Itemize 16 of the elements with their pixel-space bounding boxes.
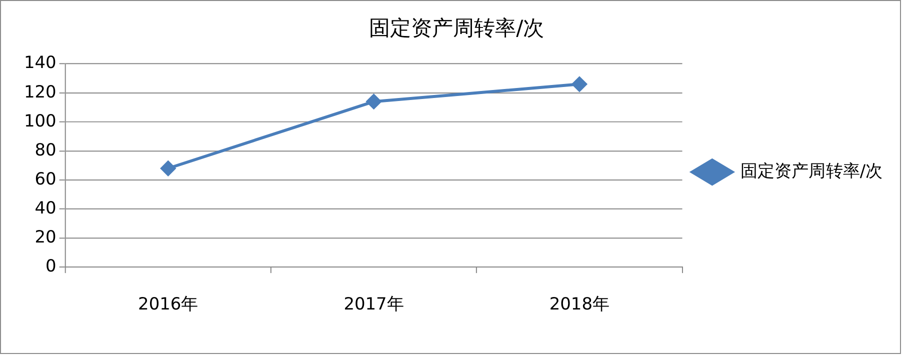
chart-title: 固定资产周转率/次: [368, 16, 544, 40]
x-tick-label: 2018年: [549, 293, 610, 314]
legend-label: 固定资产周转率/次: [740, 160, 883, 180]
y-tick-label: 100: [24, 110, 56, 130]
point: [160, 160, 176, 176]
y-tick-label: 20: [34, 226, 56, 246]
y-tick-label: 120: [24, 81, 56, 102]
y-tick-label: 60: [34, 168, 56, 188]
x-tick-label: 2016年: [138, 293, 198, 314]
y-tick-label: 140: [24, 52, 56, 72]
y-tick-label: 80: [34, 139, 56, 160]
x-tick-label: 2017年: [344, 293, 404, 314]
y-tick-label: 0: [46, 256, 56, 276]
point: [366, 94, 382, 110]
y-tick-label: 40: [34, 197, 56, 218]
point: [572, 76, 587, 92]
